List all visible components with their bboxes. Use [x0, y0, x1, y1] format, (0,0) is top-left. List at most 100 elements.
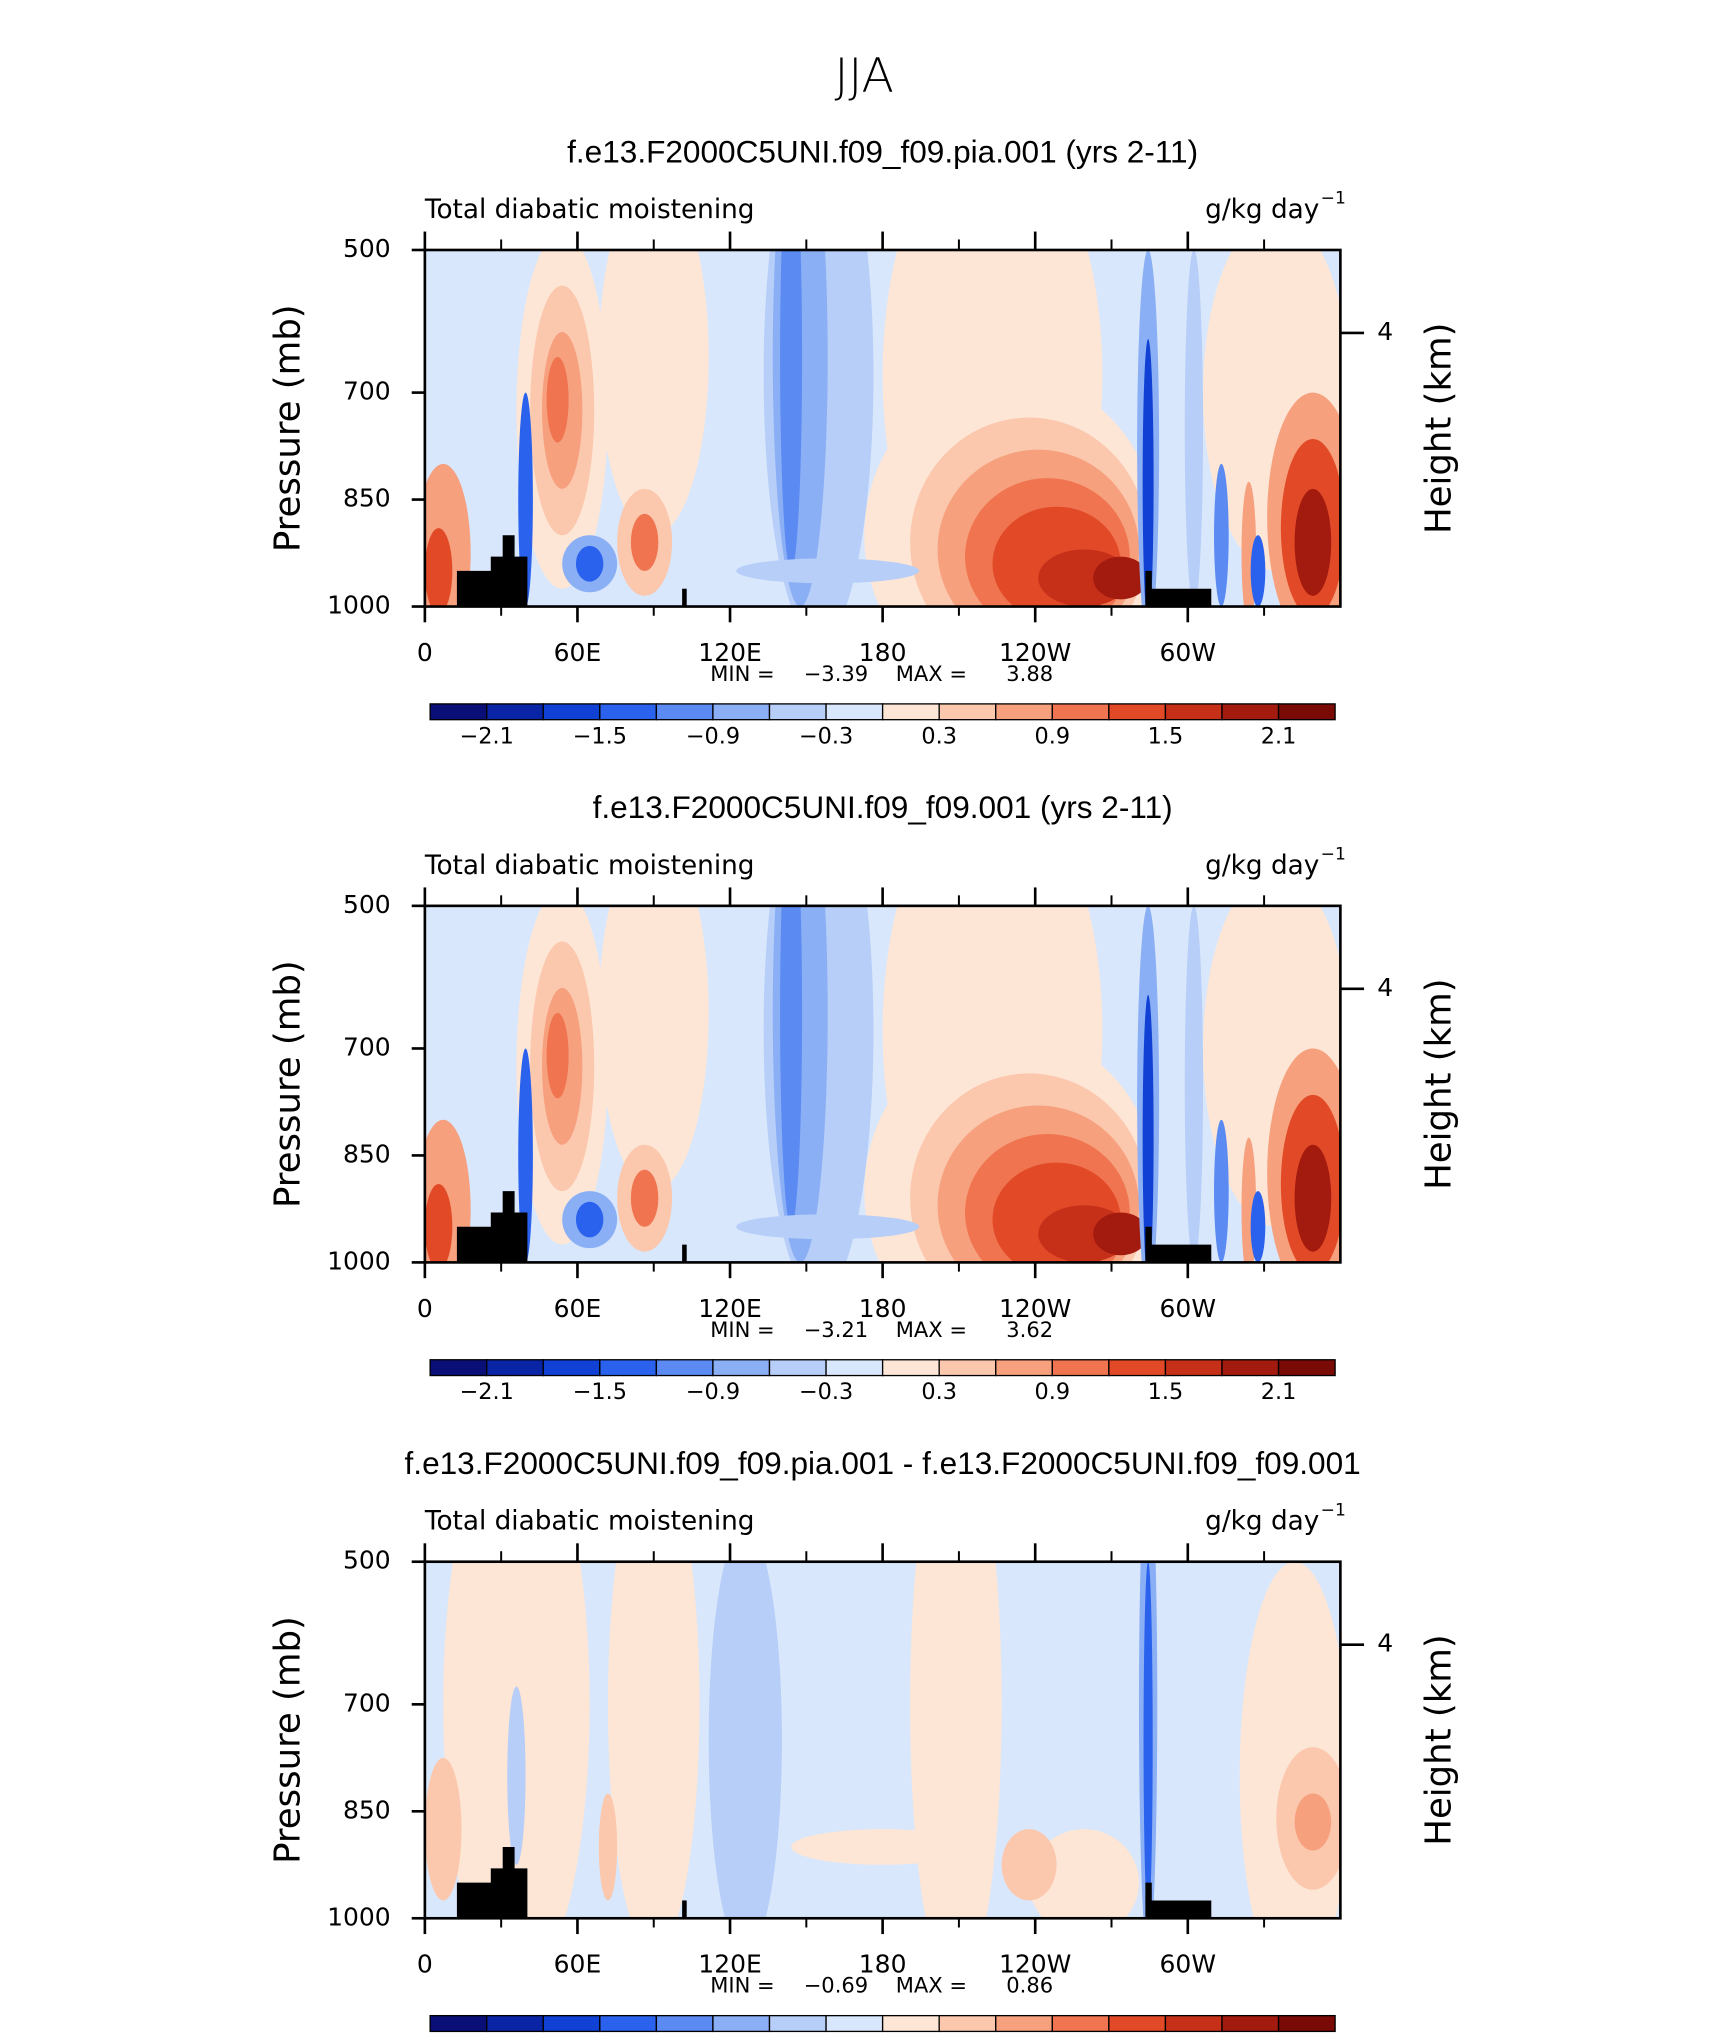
- contour-region: [910, 1561, 1002, 1919]
- colorbar-box: [542, 1359, 601, 1377]
- max-value: 3.88: [1006, 661, 1053, 686]
- colorbar-box: [655, 2014, 714, 2033]
- x-tick-label: 180: [859, 1950, 907, 1979]
- colorbar-label: 0.8: [1091, 2035, 1127, 2038]
- colorbar-box: [712, 703, 771, 721]
- y2-tick-label: 4: [1377, 317, 1393, 346]
- contour-region: [1184, 249, 1204, 607]
- min-text: MIN =: [710, 1973, 774, 1998]
- colorbar-box: [1221, 1359, 1280, 1377]
- colorbar-box: [655, 703, 714, 721]
- contour-region: [1250, 535, 1266, 607]
- contour-region: [424, 528, 453, 607]
- panel: f.e13.F2000C5UNI.f09_f09.pia.001 (yrs 2-…: [267, 133, 1459, 749]
- colorbar-box: [825, 703, 884, 721]
- field: [424, 1561, 1341, 1919]
- colorbar-box: [938, 1359, 997, 1377]
- max-text: MAX =: [896, 1317, 967, 1342]
- contour-region: [1250, 1191, 1266, 1263]
- contour-region: [518, 1048, 533, 1263]
- colorbar-box: [768, 2014, 827, 2033]
- y-tick-label: 500: [343, 1546, 391, 1575]
- panel-title: f.e13.F2000C5UNI.f09_f09.001 (yrs 2-11): [593, 789, 1173, 825]
- units: g/kg day: [1205, 195, 1319, 225]
- contour-region: [507, 1686, 526, 1865]
- contour-region: [1184, 905, 1204, 1263]
- colorbar-label: 0: [876, 2035, 890, 2038]
- y2-tick-label: 4: [1377, 1629, 1393, 1658]
- contour-region: [1142, 339, 1154, 607]
- colorbar-box: [429, 2014, 488, 2033]
- contour-region: [1143, 1561, 1153, 1919]
- max-text: MAX =: [896, 661, 967, 686]
- colorbar-box: [599, 2014, 658, 2033]
- contour-region: [1093, 556, 1149, 600]
- max-value: 0.86: [1006, 1973, 1053, 1998]
- colorbar-box: [1051, 1359, 1110, 1377]
- colorbar-box: [486, 2014, 544, 2033]
- y-axis-label: Pressure (mb): [267, 304, 308, 552]
- colorbar-box: [825, 2014, 884, 2033]
- contour-region: [546, 356, 569, 443]
- contour-region: [598, 905, 709, 1192]
- colorbar-label: 0.3: [921, 1379, 957, 1405]
- x-tick-label: 120E: [698, 1950, 761, 1979]
- y2-axis-label: Height (km): [1418, 1634, 1459, 1846]
- panel: f.e13.F2000C5UNI.f09_f09.pia.001 - f.e13…: [267, 1445, 1459, 2038]
- x-tick-label: 120E: [698, 1294, 761, 1323]
- colorbar-box: [995, 703, 1053, 721]
- colorbar-label: 0.2: [978, 2035, 1014, 2038]
- x-tick-label: 120W: [999, 638, 1071, 667]
- contour-region: [736, 1214, 920, 1240]
- x-tick-label: 0: [417, 1950, 433, 1979]
- colorbar-box: [542, 703, 601, 721]
- x-tick-label: 60E: [554, 1294, 602, 1323]
- contour-region: [708, 1561, 782, 1919]
- contour-region: [1294, 488, 1332, 596]
- y2-tick-label: 4: [1377, 973, 1393, 1002]
- y-tick-label: 1000: [327, 1246, 391, 1275]
- contour-region: [1029, 1829, 1139, 1919]
- units: g/kg day: [1205, 1507, 1319, 1537]
- x-tick-label: 0: [417, 638, 433, 667]
- colorbar-box: [1164, 1359, 1223, 1377]
- contour-region: [1214, 1119, 1229, 1263]
- y-tick-label: 850: [343, 1795, 391, 1824]
- colorbar-box: [881, 703, 940, 721]
- contour-region: [791, 1829, 975, 1865]
- colorbar-box: [1277, 2014, 1336, 2033]
- colorbar-box: [542, 2014, 601, 2033]
- y2-axis-label: Height (km): [1418, 978, 1459, 1190]
- field: [424, 905, 1341, 1263]
- min-text: MIN =: [710, 661, 774, 686]
- colorbar-box: [712, 1359, 771, 1377]
- colorbar-box: [599, 1359, 658, 1377]
- colorbar-label: −1.5: [573, 723, 627, 749]
- topography: [682, 588, 687, 607]
- y-tick-label: 1000: [327, 1902, 391, 1931]
- y-tick-label: 1000: [327, 591, 391, 620]
- contour-region: [1294, 1144, 1332, 1252]
- max-text: MAX =: [896, 1973, 967, 1998]
- colorbar-box: [1221, 703, 1280, 721]
- y-tick-label: 700: [343, 377, 391, 406]
- units-exponent: −1: [1321, 189, 1346, 209]
- y-axis-label: Pressure (mb): [267, 960, 308, 1208]
- colorbar-label: 1.5: [1148, 1379, 1184, 1405]
- x-tick-label: 60W: [1160, 1294, 1216, 1323]
- colorbar-label: 2.1: [1261, 1379, 1297, 1405]
- contour-region: [1294, 1793, 1332, 1851]
- y-tick-label: 850: [343, 484, 391, 513]
- contour-region: [1093, 1212, 1149, 1256]
- contour-region: [1001, 1829, 1057, 1901]
- colorbar-box: [881, 2014, 940, 2033]
- colorbar-label: −0.2: [742, 2035, 796, 2038]
- colorbar-box: [995, 2014, 1053, 2033]
- contour-region: [607, 1561, 700, 1919]
- x-tick-label: 60W: [1160, 638, 1216, 667]
- colorbar-label: −0.8: [629, 2035, 683, 2038]
- y-tick-label: 700: [343, 1032, 391, 1061]
- contour-region: [780, 249, 803, 571]
